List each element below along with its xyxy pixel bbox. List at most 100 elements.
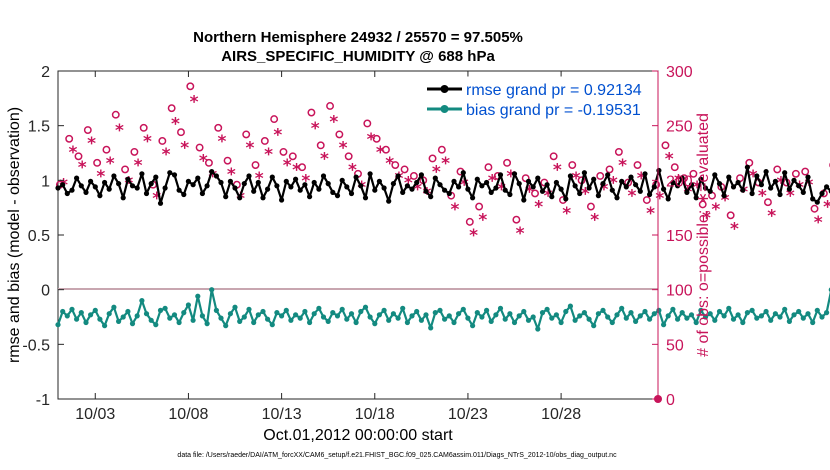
obs-evaluated-marker: * xyxy=(469,226,478,246)
obs-evaluated-marker: * xyxy=(674,171,683,191)
obs-possible-marker xyxy=(186,82,195,91)
obs-possible-marker xyxy=(465,217,474,226)
y-right-tick-label: 0 xyxy=(666,392,675,409)
bias-point xyxy=(223,323,229,329)
obs-possible-marker xyxy=(102,145,111,154)
bias-point xyxy=(64,313,70,319)
axes-layer: 10/03 10/08 10/13 10/18 10/23 10/28 -1 -0.5 0 0.5… xyxy=(22,64,692,423)
rmse-point xyxy=(460,170,466,176)
bias-point xyxy=(265,316,271,322)
rmse-point xyxy=(507,191,513,198)
bias-point xyxy=(796,308,802,315)
bias-point xyxy=(707,311,713,317)
rmse-point xyxy=(702,185,709,191)
rmse-point xyxy=(362,195,369,201)
rmse-point xyxy=(688,182,695,188)
rmse-point xyxy=(423,188,429,194)
bias-point xyxy=(726,305,732,311)
rmse-point xyxy=(64,190,70,197)
rmse-point xyxy=(539,188,546,194)
rmse-point xyxy=(796,183,802,189)
rmse-point xyxy=(102,179,108,186)
rmse-point xyxy=(665,196,671,202)
obs-evaluated-marker: * xyxy=(143,132,152,152)
obs-evaluated-marker: * xyxy=(516,224,525,244)
rmse-point xyxy=(581,170,588,176)
rmse-point xyxy=(712,172,718,178)
bias-point xyxy=(502,316,508,322)
bias-point xyxy=(563,308,569,315)
bias-point xyxy=(325,318,331,324)
obs-possible-marker xyxy=(326,102,334,110)
bias-point xyxy=(484,307,490,313)
obs-evaluated-marker: * xyxy=(637,169,646,189)
rmse-point xyxy=(484,179,490,186)
y-left-tick-label: 2 xyxy=(41,64,50,81)
x-tick-label: 10/23 xyxy=(448,406,488,423)
rmse-point xyxy=(176,187,182,193)
rmse-point xyxy=(274,183,280,189)
rmse-point xyxy=(265,186,271,192)
obs-evaluated-marker: * xyxy=(562,204,571,224)
obs-evaluated-marker: * xyxy=(749,167,758,187)
rmse-point xyxy=(637,188,643,194)
rmse-point xyxy=(563,196,569,202)
rmse-point xyxy=(251,188,257,194)
chart-title-line1: Northern Hemisphere 24932 / 25570 = 97.5… xyxy=(193,29,523,46)
rmse-point xyxy=(558,186,564,192)
rmse-point xyxy=(148,181,154,187)
obs-possible-marker xyxy=(74,152,83,161)
bias-point xyxy=(525,317,532,323)
rmse-point xyxy=(814,199,820,205)
bias-point xyxy=(535,326,541,332)
obs-evaluated-marker: * xyxy=(721,191,730,211)
bias-point xyxy=(376,312,382,318)
bias-point xyxy=(139,298,145,304)
rmse-point xyxy=(744,164,751,170)
obs-possible-marker xyxy=(801,167,810,176)
bias-point xyxy=(810,319,816,326)
rmse-point xyxy=(171,172,178,178)
rmse-point xyxy=(614,195,620,201)
bias-point xyxy=(539,310,546,316)
rmse-point xyxy=(586,185,592,191)
obs-possible-marker xyxy=(65,134,74,143)
obs-evaluated-marker: * xyxy=(190,93,199,113)
bias-point xyxy=(688,312,695,318)
rmse-point xyxy=(60,182,66,188)
rmse-point xyxy=(661,186,667,192)
bias-point xyxy=(69,306,75,312)
bias-point xyxy=(712,317,718,323)
bias-point xyxy=(381,307,387,313)
bias-point xyxy=(97,316,103,322)
bias-point xyxy=(777,314,783,320)
obs-possible-marker xyxy=(605,165,614,174)
bias-point xyxy=(497,305,504,311)
rmse-point xyxy=(157,200,164,206)
rmse-point xyxy=(754,173,760,179)
rmse-point xyxy=(544,182,550,188)
obs-evaluated-marker: * xyxy=(413,180,422,200)
obs-possible-marker xyxy=(549,152,558,161)
obs-evaluated-marker: * xyxy=(255,169,264,189)
x-tick-label: 10/13 xyxy=(262,406,302,423)
rmse-point xyxy=(577,190,583,197)
bias-point xyxy=(507,311,513,317)
bias-point xyxy=(330,310,336,316)
bias-point xyxy=(120,314,126,320)
bias-point xyxy=(651,311,657,317)
bias-point xyxy=(730,316,737,322)
bias-point xyxy=(442,316,448,322)
bias-point xyxy=(297,315,303,321)
bias-point xyxy=(372,321,378,327)
bias-point xyxy=(302,308,308,315)
bias-point xyxy=(470,323,476,329)
obs-possible-marker xyxy=(428,154,437,163)
bias-point xyxy=(237,318,243,324)
bias-point xyxy=(78,310,84,316)
rmse-point xyxy=(139,171,145,177)
bias-point xyxy=(157,307,164,313)
rmse-point xyxy=(167,170,173,176)
rmse-point xyxy=(609,187,615,193)
rmse-point xyxy=(106,186,112,192)
